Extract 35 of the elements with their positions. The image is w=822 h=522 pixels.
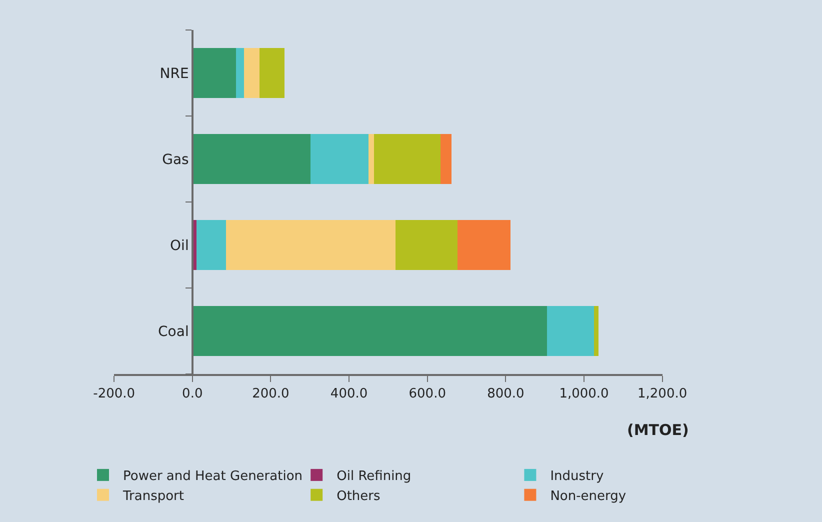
x-tick-label: 0.0	[182, 386, 203, 402]
bar	[458, 220, 510, 270]
bar	[368, 134, 374, 184]
y-tick-label: Coal	[158, 324, 189, 340]
legend-label: Oil Refining	[336, 469, 412, 484]
x-tick-label: 600.0	[408, 386, 446, 402]
legend-label: Industry	[550, 469, 604, 484]
bar	[310, 134, 369, 184]
bar	[192, 134, 311, 184]
legend-label: Non-energy	[550, 488, 626, 504]
bar	[440, 134, 452, 184]
legend-label: Others	[336, 488, 381, 504]
bar	[236, 48, 244, 98]
bar	[192, 48, 236, 98]
bar	[192, 306, 548, 356]
x-tick-label: 1,200.0	[638, 386, 688, 402]
x-tick-label: 800.0	[487, 386, 524, 402]
bar	[259, 48, 284, 98]
y-tick-label: Gas	[162, 152, 189, 168]
bar	[594, 306, 598, 356]
legend-label: Power and Heat Generation	[123, 469, 303, 484]
bar	[226, 220, 396, 270]
x-tick-label: 400.0	[330, 386, 368, 402]
x-tick-label: 1,000.0	[559, 386, 609, 402]
x-tick-label: -200.0	[93, 386, 136, 402]
bar	[374, 134, 440, 184]
legend-label: Transport	[122, 488, 184, 504]
x-tick-label: 200.0	[252, 386, 290, 402]
bar	[196, 220, 226, 270]
bar	[395, 220, 458, 270]
bar	[244, 48, 260, 98]
y-tick-label: Oil	[170, 238, 189, 254]
y-tick-label: NRE	[160, 66, 189, 82]
bar	[547, 306, 594, 356]
x-axis-title: (MTOE)	[627, 421, 689, 439]
